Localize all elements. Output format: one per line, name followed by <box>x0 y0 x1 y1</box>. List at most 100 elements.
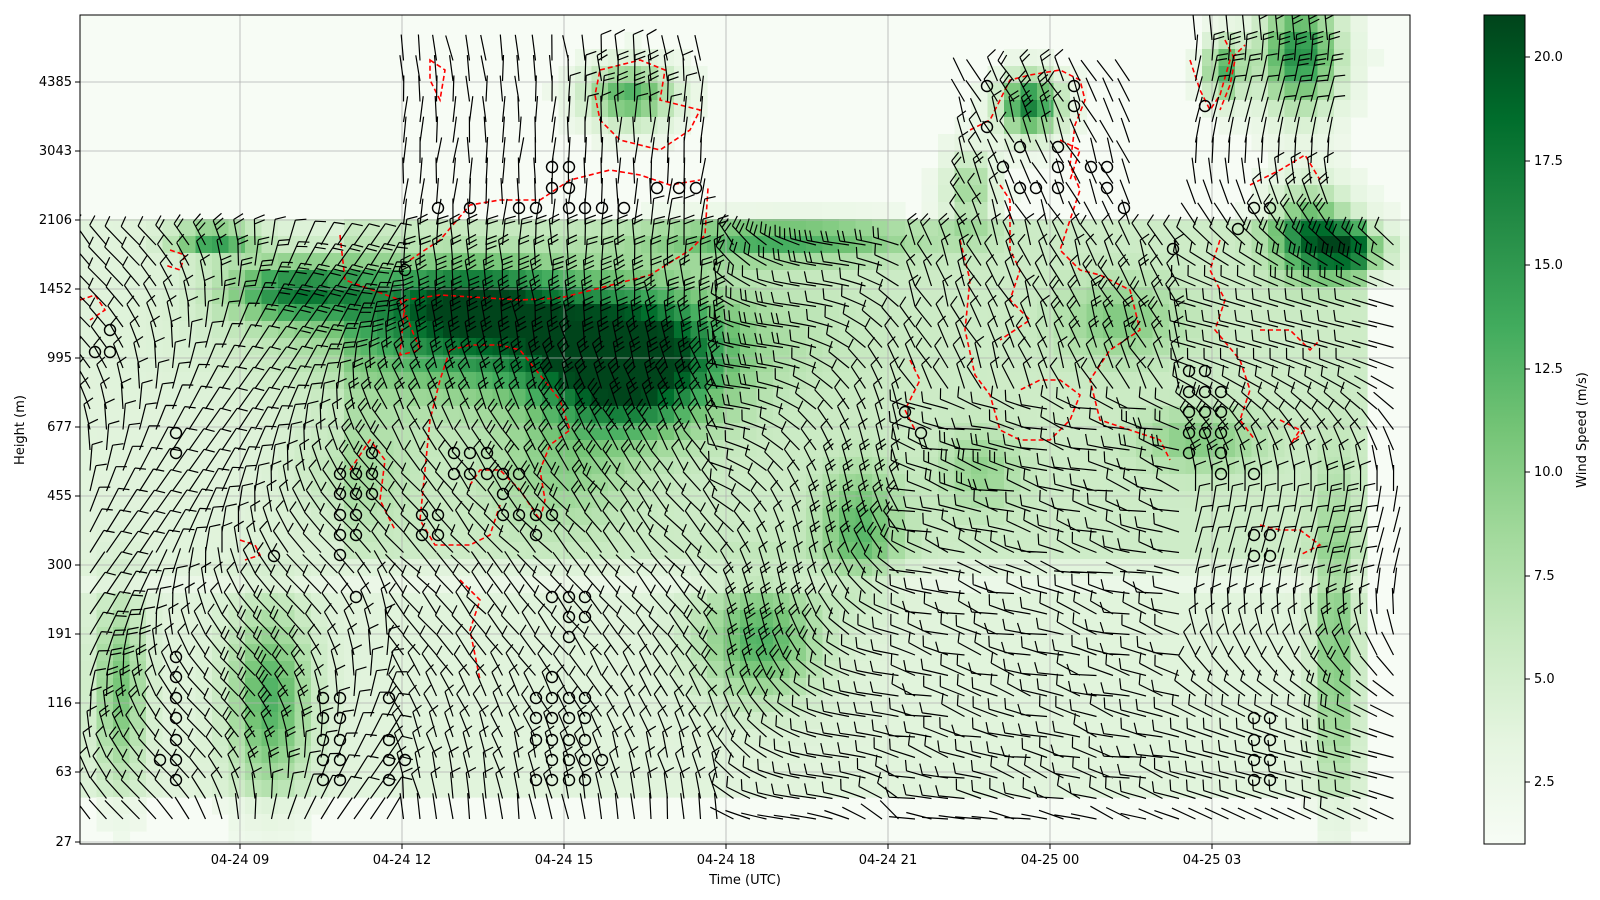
heat-cell <box>987 236 1005 254</box>
heat-cell <box>987 729 1005 747</box>
heat-cell <box>1334 712 1352 730</box>
heat-cell <box>855 678 873 696</box>
heat-cell <box>888 508 906 526</box>
heat-cell <box>954 389 972 407</box>
heat-cell <box>228 491 246 509</box>
heat-cell <box>1004 117 1022 135</box>
heat-cell <box>1334 185 1352 203</box>
heat-cell <box>1103 627 1121 645</box>
heat-cell <box>1152 287 1170 305</box>
heat-cell <box>261 321 279 339</box>
heat-cell <box>938 440 956 458</box>
heat-cell <box>1119 457 1137 475</box>
heat-cell <box>822 678 840 696</box>
heat-cell <box>426 406 444 424</box>
heat-cell <box>707 474 725 492</box>
heat-cell <box>1086 678 1104 696</box>
heat-cell <box>278 746 296 764</box>
heat-cell <box>1169 780 1187 798</box>
heat-cell <box>641 474 659 492</box>
heat-cell <box>344 508 362 526</box>
heat-cell <box>591 49 609 67</box>
heat-cell <box>261 287 279 305</box>
heat-cell <box>1350 185 1368 203</box>
heat-cell <box>921 372 939 390</box>
heat-cell <box>789 202 807 220</box>
heat-cell <box>327 372 345 390</box>
heat-cell <box>1070 610 1088 628</box>
heat-cell <box>311 508 329 526</box>
colorbar-tick-label: 20.0 <box>1534 50 1563 65</box>
heat-cell <box>641 287 659 305</box>
heat-cell <box>987 372 1005 390</box>
y-tick-label: 116 <box>47 696 72 711</box>
heat-cell <box>773 593 791 611</box>
heat-cell <box>674 304 692 322</box>
heat-cell <box>80 508 98 526</box>
heat-cell <box>245 576 263 594</box>
heat-cell <box>377 695 395 713</box>
heat-cell <box>113 729 131 747</box>
heat-cell <box>756 729 774 747</box>
heat-cell <box>1218 474 1236 492</box>
heat-cell <box>806 593 824 611</box>
heat-cell <box>1119 423 1137 441</box>
heat-cell <box>839 542 857 560</box>
heat-cell <box>509 423 527 441</box>
heat-cell <box>327 610 345 628</box>
heat-cell <box>839 576 857 594</box>
heat-cell <box>344 576 362 594</box>
heat-cell <box>1350 406 1368 424</box>
heat-cell <box>311 610 329 628</box>
heat-cell <box>1152 219 1170 237</box>
heat-cell <box>443 576 461 594</box>
heat-cell <box>360 355 378 373</box>
heat-cell <box>872 593 890 611</box>
heat-cell <box>954 576 972 594</box>
heat-cell <box>1020 372 1038 390</box>
heat-cell <box>1119 508 1137 526</box>
heat-cell <box>443 729 461 747</box>
heat-cell <box>987 491 1005 509</box>
colorbar-label: Wind Speed (m/s) <box>1575 372 1590 488</box>
heat-cell <box>1152 661 1170 679</box>
heat-cell <box>987 202 1005 220</box>
heat-cell <box>657 117 675 135</box>
heat-cell <box>624 474 642 492</box>
heat-cell <box>921 593 939 611</box>
heat-cell <box>1103 474 1121 492</box>
heat-cell <box>938 406 956 424</box>
heat-cell <box>311 593 329 611</box>
heat-cell <box>789 695 807 713</box>
heat-cell <box>179 576 197 594</box>
heat-cell <box>1218 780 1236 798</box>
heat-cell <box>888 372 906 390</box>
heat-cell <box>773 474 791 492</box>
heat-cell <box>1284 474 1302 492</box>
heat-cell <box>1400 219 1410 237</box>
heat-cell <box>162 593 180 611</box>
heat-cell <box>773 627 791 645</box>
heat-cell <box>476 661 494 679</box>
heat-cell <box>690 559 708 577</box>
heat-cell <box>1004 270 1022 288</box>
heat-cell <box>443 491 461 509</box>
heat-cell <box>1004 559 1022 577</box>
heat-cell <box>1053 542 1071 560</box>
heat-cell <box>1119 253 1137 271</box>
heat-cell <box>806 287 824 305</box>
heat-cell <box>855 253 873 271</box>
heat-cell <box>1169 627 1187 645</box>
heat-cell <box>707 661 725 679</box>
heat-cell <box>954 406 972 424</box>
heat-cell <box>756 661 774 679</box>
heat-cell <box>608 457 626 475</box>
heat-cell <box>195 780 213 798</box>
heat-cell <box>492 695 510 713</box>
heat-cell <box>888 780 906 798</box>
heat-cell <box>657 712 675 730</box>
heat-cell <box>624 491 642 509</box>
heat-cell <box>1020 304 1038 322</box>
heat-cell <box>1202 525 1220 543</box>
heat-cell <box>1020 712 1038 730</box>
